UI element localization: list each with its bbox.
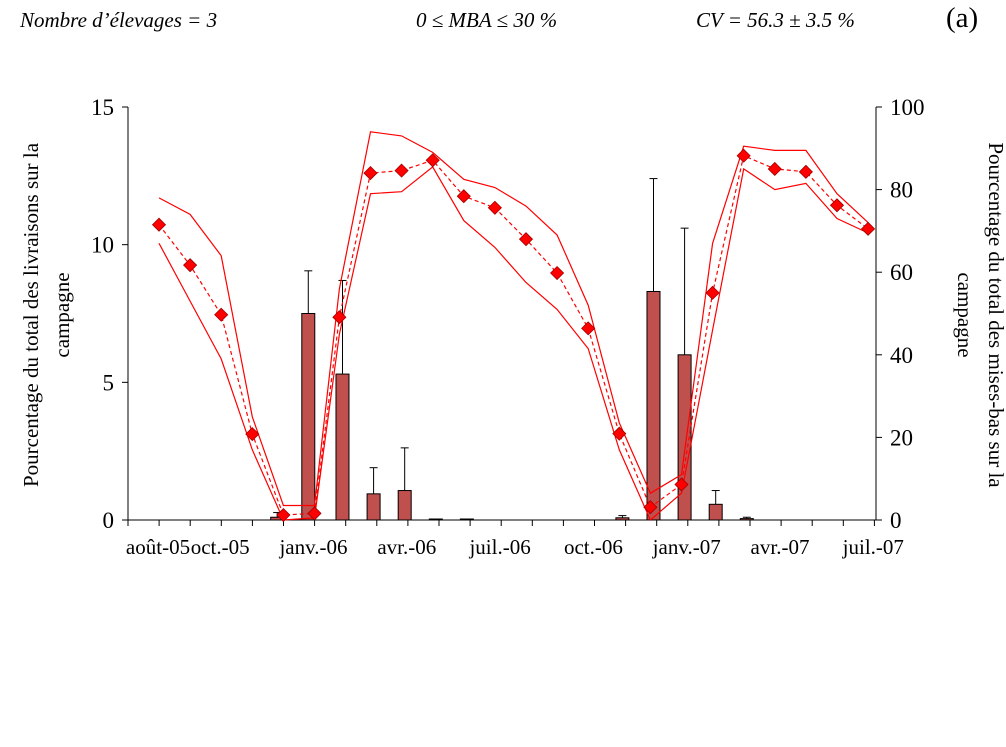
- lower-bound-line: [158, 165, 869, 521]
- mean-marker: [736, 148, 751, 163]
- y-left-tick-label: 10: [91, 233, 114, 258]
- mean-marker: [861, 221, 876, 236]
- mean-marker: [425, 153, 440, 168]
- mean-marker: [643, 500, 658, 515]
- bar: [366, 493, 381, 521]
- x-tick-label: juil.-06: [468, 535, 530, 559]
- y-right-tick-label: 0: [890, 508, 902, 533]
- x-tick-label: avr.-07: [751, 535, 810, 559]
- bar: [708, 503, 723, 521]
- mean-marker: [183, 258, 198, 273]
- header-herd-count: Nombre d’élevages = 3: [20, 8, 218, 32]
- mean-marker: [151, 217, 167, 232]
- bar: [428, 518, 443, 521]
- y-left-tick-label: 5: [103, 370, 115, 395]
- y-right-tick-label: 100: [890, 95, 925, 120]
- mean-marker: [276, 507, 291, 523]
- mean-marker: [245, 427, 260, 442]
- x-tick-label: janv.-06: [278, 535, 347, 559]
- bar: [615, 517, 630, 521]
- mean-marker: [581, 321, 596, 336]
- mean-marker: [487, 200, 502, 215]
- y-right-tick-label: 80: [890, 178, 913, 203]
- mean-marker: [394, 163, 409, 178]
- bar: [739, 518, 754, 521]
- bar: [335, 373, 350, 521]
- mean-marker: [612, 426, 627, 441]
- mean-marker: [798, 164, 813, 179]
- mean-dashed-line: [158, 154, 869, 516]
- mean-marker: [674, 477, 689, 492]
- panel-label: (a): [946, 2, 979, 34]
- mean-marker: [550, 265, 565, 281]
- mean-marker: [363, 166, 378, 181]
- x-tick-label: janv.-07: [652, 535, 721, 559]
- y-left-axis-title: Pourcentage du total des livraisons sur …: [19, 142, 43, 487]
- bar: [459, 518, 474, 521]
- x-tick-label: août-05: [126, 535, 190, 559]
- x-tick-label: oct.-05: [191, 535, 250, 559]
- y-right-axis-title: Pourcentage du total des mises-bas sur l…: [984, 142, 1006, 488]
- mean-marker: [518, 232, 534, 247]
- y-right-tick-label: 40: [890, 343, 913, 368]
- mean-marker: [456, 189, 471, 204]
- mean-marker: [767, 161, 782, 177]
- header-mba-range: 0 ≤ MBA ≤ 30 %: [416, 8, 558, 32]
- y-left-tick-label: 15: [91, 95, 114, 120]
- y-right-axis-title: campagne: [953, 272, 977, 357]
- x-tick-label: juil.-07: [842, 535, 904, 559]
- y-left-tick-label: 0: [103, 508, 115, 533]
- header-cv: CV = 56.3 ± 3.5 %: [696, 8, 855, 32]
- y-left-axis-title: campagne: [50, 272, 74, 357]
- x-tick-label: oct.-06: [564, 535, 623, 559]
- bar: [301, 313, 316, 521]
- y-right-tick-label: 20: [890, 425, 913, 450]
- mean-marker: [214, 307, 229, 322]
- upper-bound-line: [158, 131, 869, 507]
- mean-marker: [307, 506, 322, 521]
- mean-marker: [332, 310, 347, 325]
- bar: [646, 290, 661, 521]
- mean-marker: [829, 198, 845, 213]
- bar: [397, 490, 412, 521]
- y-right-tick-label: 60: [890, 260, 913, 285]
- x-tick-label: avr.-06: [377, 535, 436, 559]
- mean-marker: [705, 285, 720, 300]
